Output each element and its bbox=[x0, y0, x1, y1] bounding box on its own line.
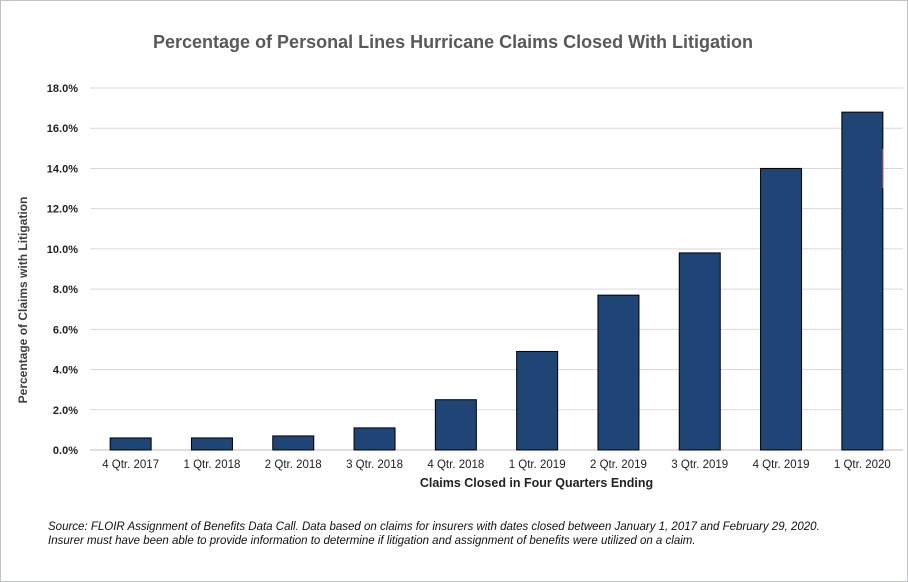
y-tick-label: 16.0% bbox=[47, 123, 78, 135]
x-tick-label: 3 Qtr. 2019 bbox=[671, 459, 728, 471]
x-tick-label: 4 Qtr. 2018 bbox=[427, 459, 484, 471]
y-tick-label: 10.0% bbox=[47, 244, 78, 256]
chart-title: Percentage of Personal Lines Hurricane C… bbox=[153, 32, 753, 52]
source-note-line-1: Source: FLOIR Assignment of Benefits Dat… bbox=[48, 521, 820, 533]
bar bbox=[272, 435, 315, 451]
bar bbox=[190, 437, 233, 451]
y-axis-title: Percentage of Claims with Litigation bbox=[16, 197, 30, 404]
x-tick-label: 1 Qtr. 2019 bbox=[509, 459, 566, 471]
bar bbox=[841, 111, 884, 451]
y-tick-label: 18.0% bbox=[47, 83, 78, 95]
y-tick-label: 14.0% bbox=[47, 163, 78, 175]
y-tick-label: 8.0% bbox=[53, 284, 78, 296]
y-tick-label: 12.0% bbox=[47, 204, 78, 216]
y-tick-label: 6.0% bbox=[53, 324, 78, 336]
bar bbox=[760, 167, 803, 451]
x-tick-label: 1 Qtr. 2020 bbox=[834, 459, 891, 471]
bar bbox=[434, 399, 477, 451]
y-tick-label: 0.0% bbox=[53, 445, 78, 457]
bar bbox=[516, 350, 559, 451]
x-axis-title: Claims Closed in Four Quarters Ending bbox=[420, 476, 653, 490]
bar bbox=[109, 437, 152, 451]
x-tick-label: 1 Qtr. 2018 bbox=[183, 459, 240, 471]
source-note: Source: FLOIR Assignment of Benefits Dat… bbox=[48, 520, 888, 548]
y-tick-label: 4.0% bbox=[53, 365, 78, 377]
bar bbox=[353, 427, 396, 451]
x-tick-label: 2 Qtr. 2019 bbox=[590, 459, 647, 471]
bar bbox=[597, 294, 640, 451]
bar bbox=[678, 252, 721, 451]
x-tick-label: 3 Qtr. 2018 bbox=[346, 459, 403, 471]
x-tick-label: 4 Qtr. 2019 bbox=[753, 459, 810, 471]
x-tick-label: 2 Qtr. 2018 bbox=[265, 459, 322, 471]
source-note-line-2: Insurer must have been able to provide i… bbox=[48, 535, 696, 547]
y-tick-label: 2.0% bbox=[53, 405, 78, 417]
x-tick-label: 4 Qtr. 2017 bbox=[102, 459, 159, 471]
